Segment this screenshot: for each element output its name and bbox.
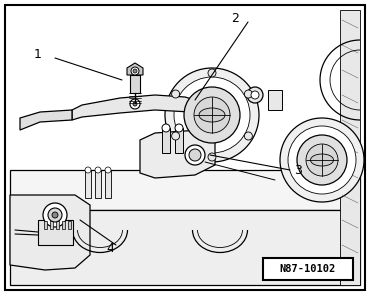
Circle shape [184, 87, 240, 143]
Text: 2: 2 [231, 12, 239, 24]
Circle shape [48, 208, 62, 222]
Circle shape [244, 132, 252, 140]
Circle shape [52, 212, 58, 218]
Polygon shape [190, 98, 225, 112]
Circle shape [194, 97, 230, 133]
Polygon shape [72, 95, 198, 120]
Polygon shape [20, 110, 72, 130]
Circle shape [172, 90, 179, 98]
Bar [44, 221, 47, 229]
Circle shape [208, 69, 216, 77]
Text: 1: 1 [34, 48, 42, 61]
Bar [50, 221, 53, 229]
Polygon shape [140, 130, 215, 178]
Bar [62, 221, 65, 229]
Circle shape [208, 153, 216, 161]
Circle shape [251, 91, 259, 99]
Circle shape [280, 118, 364, 202]
Bar [130, 75, 140, 93]
Circle shape [174, 77, 250, 153]
Circle shape [189, 149, 201, 161]
Ellipse shape [199, 108, 225, 122]
Text: N87-10102: N87-10102 [280, 264, 336, 274]
Circle shape [130, 99, 140, 109]
Bar [162, 128, 170, 153]
Bar [85, 170, 91, 198]
Circle shape [85, 167, 91, 173]
Bar [105, 170, 111, 198]
Bar [175, 128, 183, 153]
Polygon shape [340, 10, 360, 285]
Bar [68, 221, 71, 229]
Circle shape [175, 124, 183, 132]
Circle shape [165, 68, 259, 162]
Circle shape [162, 124, 170, 132]
Circle shape [297, 135, 347, 185]
Text: 3: 3 [294, 163, 302, 176]
Polygon shape [127, 63, 143, 75]
Circle shape [105, 167, 111, 173]
Bar [38, 220, 73, 245]
Polygon shape [10, 195, 90, 270]
Polygon shape [10, 210, 360, 285]
Circle shape [247, 87, 263, 103]
Circle shape [244, 90, 252, 98]
Text: 4: 4 [106, 242, 114, 255]
Circle shape [185, 145, 205, 165]
Bar [263, 258, 353, 280]
Circle shape [95, 167, 101, 173]
Circle shape [306, 144, 338, 176]
Circle shape [133, 102, 137, 106]
Circle shape [172, 132, 179, 140]
Circle shape [288, 126, 356, 194]
Bar [268, 90, 282, 110]
Circle shape [131, 67, 139, 75]
Polygon shape [10, 170, 360, 210]
Ellipse shape [310, 154, 333, 166]
Bar [95, 170, 101, 198]
Circle shape [43, 203, 67, 227]
Circle shape [133, 69, 137, 73]
Bar [56, 221, 59, 229]
